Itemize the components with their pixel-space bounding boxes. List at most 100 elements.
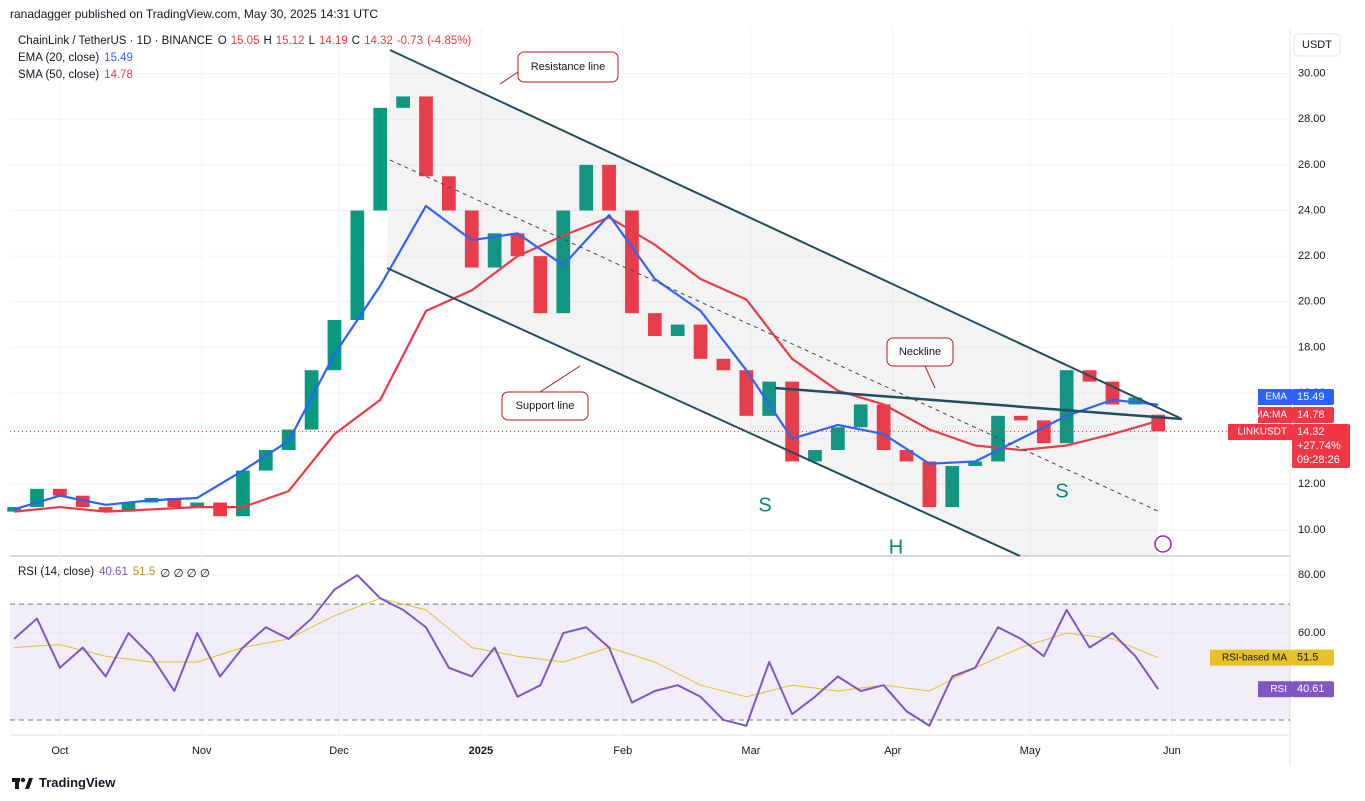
quote-label: C (351, 35, 361, 47)
candle-body (1151, 414, 1166, 432)
annotation: Support line (516, 400, 575, 412)
alert-icon[interactable] (1154, 535, 1172, 553)
callout (886, 337, 954, 367)
y-tick-label: 20.00 (1298, 296, 1326, 308)
x-tick-label: Jun (1163, 745, 1181, 757)
price-tag-change: +27.74% (1297, 440, 1341, 452)
rsi-legend: RSI (14, close) 40.61 51.5 ∅ ∅ ∅ ∅ (18, 566, 210, 580)
candle-body (396, 96, 410, 108)
x-tick-label: 2025 (469, 745, 493, 757)
candle-body (808, 450, 822, 462)
candle-body (373, 107, 388, 211)
candle-body (350, 210, 365, 321)
quote-label: O (217, 35, 227, 47)
indicator-value: ∅ ∅ ∅ ∅ (160, 568, 210, 580)
y-tick-label: 80.00 (1298, 569, 1326, 581)
callout-pointer (539, 365, 581, 393)
axis-tag (1258, 681, 1292, 698)
quote-value: 15.12 (275, 35, 305, 47)
axis-tag (1292, 681, 1334, 698)
publisher: ranadagger published on TradingView.com,… (10, 7, 379, 21)
axis-tag-value: 15.49 (1297, 391, 1325, 403)
indicator-value: 51.5 (132, 566, 156, 578)
candle-body (922, 461, 937, 508)
quote: O 15.05 H 15.12 L 14.19 C 14.32 -0.73 (-4.85%) (218, 35, 471, 47)
candle-body (98, 507, 113, 512)
x-tick-label: Dec (329, 745, 349, 757)
y-tick-label: 10.00 (1298, 524, 1326, 536)
quote-value: 14.32 (364, 35, 393, 47)
quote-label: L (308, 35, 315, 47)
resistance-line (389, 49, 1181, 419)
annotation: Resistance line (531, 61, 606, 73)
pattern-label: H (889, 536, 903, 558)
callout-pointer (499, 71, 519, 85)
candle-body (991, 415, 1005, 462)
candle-body (830, 427, 845, 451)
x-tick-label: May (1020, 745, 1041, 757)
brand: TradingView (39, 775, 116, 790)
axis-tag (1292, 389, 1334, 405)
annotation: Neckline (899, 346, 941, 358)
y-tick-label: 30.00 (1298, 68, 1326, 80)
x-tick-label: Oct (51, 745, 68, 757)
axis-tag (1210, 649, 1292, 666)
candle-body (876, 404, 891, 451)
axis-tag-value: 14.78 (1297, 409, 1325, 421)
candle-body (75, 495, 90, 508)
price-tag-countdown: 09:28:26 (1297, 454, 1340, 466)
y-tick-label: 28.00 (1298, 113, 1326, 125)
axis-tag-name: LINKUSDT (1238, 427, 1287, 438)
candle-body (670, 324, 685, 336)
candle-body (419, 96, 433, 177)
x-tick-label: Apr (884, 745, 901, 757)
candle-body (945, 466, 960, 508)
quote-change-pct: (-4.85%) (427, 35, 472, 47)
axis-tag (1292, 407, 1334, 423)
candle-body (579, 164, 594, 211)
axis-tag-name: RSI (1270, 684, 1287, 695)
candle-body (258, 450, 273, 471)
candle-body (327, 320, 342, 371)
candle-body (1014, 415, 1028, 421)
candle-body (762, 381, 777, 416)
quote-change: -0.73 (396, 35, 424, 47)
axis-tag (1292, 649, 1334, 666)
callout-pointer (924, 365, 936, 389)
symbol: ChainLink / TetherUS · 1D · BINANCE (18, 35, 213, 47)
y-tick-label: 22.00 (1298, 250, 1326, 262)
candle-body (1059, 370, 1074, 444)
axis-tag (1258, 407, 1292, 423)
candle-body (625, 210, 639, 314)
candle-body (236, 470, 250, 517)
currency: USDT (1302, 39, 1332, 51)
indicator-name: EMA (20, close) (18, 52, 100, 64)
currency-button[interactable] (1293, 33, 1341, 57)
candle-body (487, 233, 502, 268)
rsi-band (10, 604, 1290, 720)
x-tick-label: Mar (741, 745, 760, 757)
footer: TradingView (12, 775, 115, 790)
quote-value: 14.19 (318, 35, 348, 47)
channel-midline (389, 159, 1161, 513)
candle-body (716, 358, 731, 371)
logo (12, 777, 33, 789)
y-tick-label: 18.00 (1298, 341, 1326, 353)
indicator-line (14, 216, 1159, 513)
pattern-label: S (758, 494, 771, 516)
candle-body (213, 502, 227, 517)
pattern-label: S (1055, 480, 1068, 502)
axis-tag (1258, 389, 1292, 405)
candle-body (53, 488, 67, 496)
support-line (386, 267, 1021, 557)
x-tick-label: Feb (613, 745, 632, 757)
candle-body (167, 497, 182, 508)
axis-tag (1228, 424, 1292, 440)
symbol-legend: ChainLink / TetherUS · 1D · BINANCE O 15.… (18, 35, 471, 47)
candle-body (693, 324, 708, 359)
y-tick-label: 26.00 (1298, 159, 1326, 171)
indicator-line (13, 204, 1159, 511)
drawings: Resistance line Support line Neckline S … (386, 49, 1183, 558)
indicator-name: SMA (50, close) (18, 69, 100, 81)
